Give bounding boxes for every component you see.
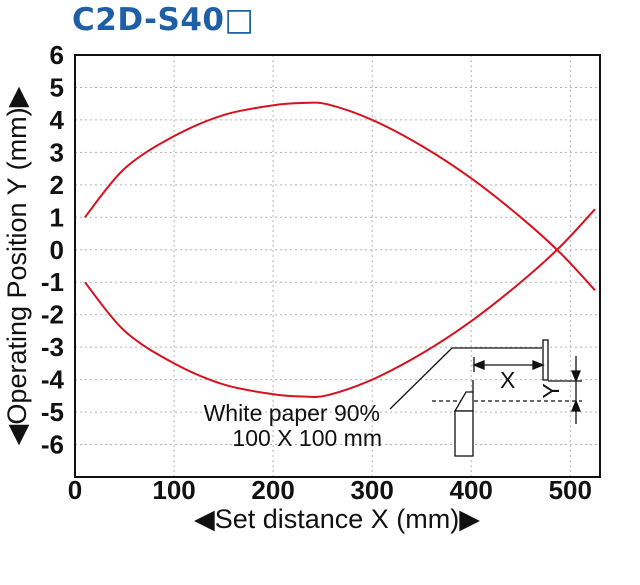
- arrowhead: [571, 370, 581, 383]
- target-plate: [542, 339, 549, 381]
- dimension-y-label: Y: [538, 383, 564, 398]
- x-tick-labels: 0 100 200 300 400 500: [68, 475, 592, 505]
- chart-title: C2D-S40□: [72, 2, 255, 38]
- y-tick-label: -1: [41, 267, 64, 297]
- plot-frame: [74, 54, 601, 478]
- series-lines: [84, 101, 596, 398]
- dimension-x-label: X: [500, 367, 515, 393]
- arrowhead: [472, 360, 485, 370]
- sensor-diagram: [389, 339, 582, 457]
- x-tick-label: 500: [549, 475, 592, 505]
- sensor-body: [454, 410, 474, 457]
- y-tick-label: 0: [50, 235, 64, 265]
- y-tick-label: 6: [50, 40, 64, 70]
- x-tick-label: 200: [251, 475, 294, 505]
- y-tick-label: 1: [50, 202, 64, 232]
- x-tick-label: 100: [152, 475, 195, 505]
- y-tick-label: -3: [41, 332, 64, 362]
- sensor-head: [453, 391, 474, 412]
- y-tick-label: -2: [41, 300, 64, 330]
- series-line-1: [84, 101, 596, 292]
- arrowhead: [532, 360, 545, 370]
- grid: [75, 55, 600, 477]
- y-tick-label: 4: [50, 105, 65, 135]
- annotation-size: 100 X 100 mm: [232, 425, 382, 451]
- x-tick-label: 400: [450, 475, 493, 505]
- y-tick-label: -4: [41, 365, 65, 395]
- x-tick-label: 0: [68, 475, 82, 505]
- y-tick-label: 3: [50, 137, 64, 167]
- x-tick-label: 300: [350, 475, 393, 505]
- y-axis-label: ◀Operating Position Y (mm)▶: [2, 86, 32, 445]
- x-axis-label: ◀Set distance X (mm)▶: [194, 504, 480, 534]
- y-tick-label: 5: [50, 72, 64, 102]
- arrowhead: [571, 399, 581, 412]
- y-tick-label: 2: [50, 170, 64, 200]
- annotation-paper: White paper 90%: [204, 400, 380, 426]
- y-tick-label: -5: [41, 397, 64, 427]
- series-line-2: [84, 208, 596, 398]
- leader-line: [389, 347, 453, 410]
- y-tick-label: -6: [41, 430, 64, 460]
